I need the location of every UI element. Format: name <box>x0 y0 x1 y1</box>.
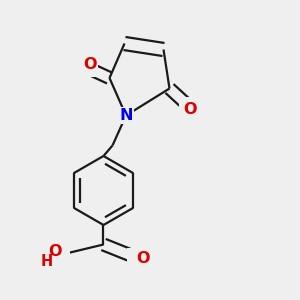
Text: O: O <box>83 57 97 72</box>
Text: O: O <box>48 244 61 259</box>
Bar <box>82 61 98 77</box>
Bar <box>118 107 134 124</box>
Text: H: H <box>40 254 52 268</box>
Text: N: N <box>119 108 133 123</box>
Bar <box>52 243 70 261</box>
Bar <box>179 97 196 113</box>
Text: O: O <box>136 251 150 266</box>
Text: O: O <box>184 102 197 117</box>
Bar <box>127 248 143 265</box>
